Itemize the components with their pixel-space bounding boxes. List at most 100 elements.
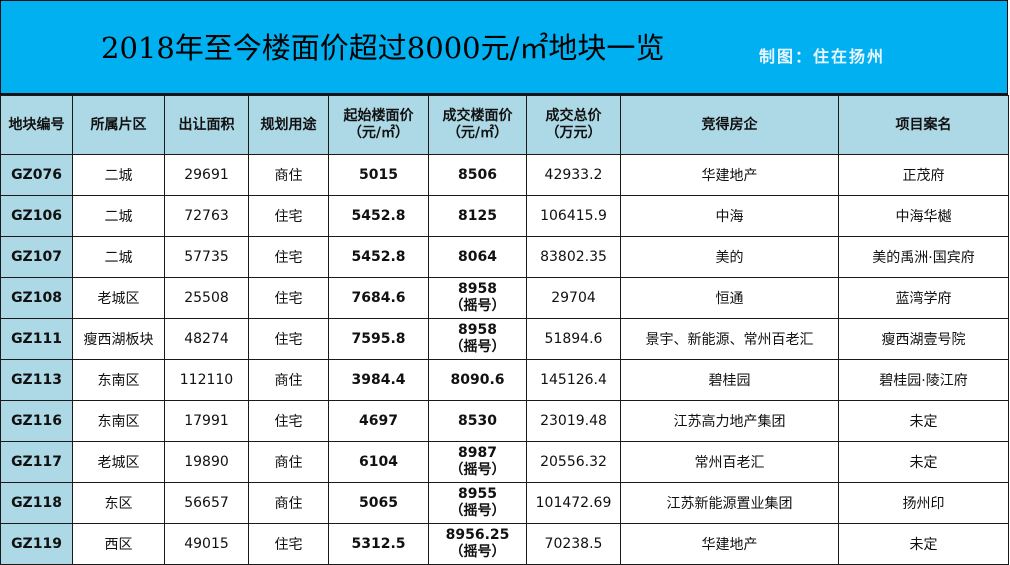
col-header-total-price: 成交总价 （万元）: [526, 95, 621, 155]
cell-deal-price: 8506: [428, 154, 527, 196]
cell-total-price: 145126.4: [526, 359, 621, 401]
lottery-note: （摇号）: [449, 298, 506, 314]
lottery-note: （摇号）: [449, 544, 506, 560]
table-row: GZ107 二城 57735 住宅 5452.8 8064 83802.35 美的 美的禹洲·国…: [0, 236, 1009, 278]
cell-use: 住宅: [248, 195, 329, 237]
cell-developer: 常州百老汇: [620, 441, 839, 483]
cell-area: 57735: [164, 236, 249, 278]
cell-district: 二城: [72, 236, 165, 278]
cell-area: 56657: [164, 482, 249, 524]
cell-project: 未定: [838, 400, 1009, 442]
cell-total-price: 20556.32: [526, 441, 621, 483]
cell-district: 老城区: [72, 441, 165, 483]
cell-deal-price: 8955 （摇号）: [428, 482, 527, 524]
cell-project: 未定: [838, 523, 1009, 565]
cell-project: 碧桂园·陵江府: [838, 359, 1009, 401]
table-row: GZ116 东南区 17991 住宅 4697 8530 23019.48 江苏高力地产集团未…: [0, 400, 1009, 442]
cell-district: 瘦西湖板块: [72, 318, 165, 360]
cell-use: 住宅: [248, 523, 329, 565]
cell-developer: 华建地产: [620, 154, 839, 196]
cell-deal-price: 8987 （摇号）: [428, 441, 527, 483]
table-row: GZ111 瘦西湖板块 48274 住宅 7595.8 8958 （摇号） 51894.6 景宇…: [0, 318, 1009, 360]
table-row: GZ118 东区 56657 商住 5065 8955 （摇号） 101472.69 江苏新能源…: [0, 482, 1009, 524]
cell-area: 48274: [164, 318, 249, 360]
cell-area: 112110: [164, 359, 249, 401]
cell-use: 商住: [248, 154, 329, 196]
cell-use: 住宅: [248, 318, 329, 360]
cell-developer: 中海: [620, 195, 839, 237]
cell-parcel-id: GZ117: [0, 441, 73, 483]
cell-start-price: 5312.5: [328, 523, 429, 565]
col-header-developer: 竞得房企: [620, 95, 839, 155]
cell-deal-price: 8125: [428, 195, 527, 237]
col-header-project: 项目案名: [838, 95, 1009, 155]
col-header-deal-price: 成交楼面价 （元/㎡）: [428, 95, 527, 155]
table-row: GZ119 西区 49015 住宅 5312.5 8956.25 （摇号） 70238.5 华建…: [0, 523, 1009, 565]
cell-district: 二城: [72, 195, 165, 237]
cell-developer: 景宇、新能源、常州百老汇: [620, 318, 839, 360]
table-row: GZ076 二城 29691 商住 5015 8506 42933.2 华建地产 正茂府: [0, 154, 1009, 196]
col-header-start-price: 起始楼面价 （元/㎡）: [328, 95, 429, 155]
cell-area: 17991: [164, 400, 249, 442]
cell-project: 瘦西湖壹号院: [838, 318, 1009, 360]
cell-parcel-id: GZ113: [0, 359, 73, 401]
cell-district: 二城: [72, 154, 165, 196]
cell-project: 扬州印: [838, 482, 1009, 524]
table-row: GZ117 老城区 19890 商住 6104 8987 （摇号） 20556.32 常州百老汇…: [0, 441, 1009, 483]
cell-total-price: 83802.35: [526, 236, 621, 278]
cell-start-price: 4697: [328, 400, 429, 442]
cell-developer: 美的: [620, 236, 839, 278]
cell-area: 72763: [164, 195, 249, 237]
cell-start-price: 5452.8: [328, 195, 429, 237]
cell-deal-price: 8958 （摇号）: [428, 277, 527, 319]
credit-label: 制图：住在扬州: [759, 47, 886, 66]
cell-parcel-id: GZ108: [0, 277, 73, 319]
cell-developer: 华建地产: [620, 523, 839, 565]
cell-use: 住宅: [248, 277, 329, 319]
cell-parcel-id: GZ106: [0, 195, 73, 237]
cell-project: 未定: [838, 441, 1009, 483]
cell-deal-price: 8090.6: [428, 359, 527, 401]
cell-area: 29691: [164, 154, 249, 196]
cell-developer: 碧桂园: [620, 359, 839, 401]
cell-developer: 恒通: [620, 277, 839, 319]
col-header-district: 所属片区: [72, 95, 165, 155]
cell-parcel-id: GZ076: [0, 154, 73, 196]
cell-total-price: 23019.48: [526, 400, 621, 442]
cell-deal-price: 8958 （摇号）: [428, 318, 527, 360]
cell-area: 25508: [164, 277, 249, 319]
cell-use: 住宅: [248, 400, 329, 442]
cell-developer: 江苏高力地产集团: [620, 400, 839, 442]
cell-start-price: 6104: [328, 441, 429, 483]
cell-deal-price: 8956.25 （摇号）: [428, 523, 527, 565]
cell-project: 蓝湾学府: [838, 277, 1009, 319]
cell-use: 商住: [248, 441, 329, 483]
cell-parcel-id: GZ107: [0, 236, 73, 278]
cell-use: 住宅: [248, 236, 329, 278]
table-row: GZ106 二城 72763 住宅 5452.8 8125 106415.9 中海 中海华樾: [0, 195, 1009, 237]
cell-district: 东南区: [72, 400, 165, 442]
header-row: 地块编号 所属片区 出让面积 规划用途 起始楼面价 （元/㎡） 成交楼面价 （元/㎡…: [0, 95, 1009, 155]
cell-parcel-id: GZ118: [0, 482, 73, 524]
cell-start-price: 5065: [328, 482, 429, 524]
cell-total-price: 70238.5: [526, 523, 621, 565]
lottery-note: （摇号）: [449, 503, 506, 519]
cell-total-price: 106415.9: [526, 195, 621, 237]
cell-use: 商住: [248, 359, 329, 401]
cell-parcel-id: GZ111: [0, 318, 73, 360]
cell-total-price: 42933.2: [526, 154, 621, 196]
title-banner: 2018年至今楼面价超过8000元/㎡地块一览 制图：住在扬州: [0, 0, 1008, 95]
cell-start-price: 3984.4: [328, 359, 429, 401]
cell-total-price: 51894.6: [526, 318, 621, 360]
table-row: GZ108 老城区 25508 住宅 7684.6 8958 （摇号） 29704 恒通 蓝湾学府: [0, 277, 1009, 319]
cell-use: 商住: [248, 482, 329, 524]
cell-total-price: 101472.69: [526, 482, 621, 524]
cell-project: 美的禹洲·国宾府: [838, 236, 1009, 278]
cell-district: 西区: [72, 523, 165, 565]
cell-district: 东区: [72, 482, 165, 524]
lottery-note: （摇号）: [449, 339, 506, 355]
cell-district: 老城区: [72, 277, 165, 319]
lottery-note: （摇号）: [449, 462, 506, 478]
col-header-use: 规划用途: [248, 95, 329, 155]
cell-parcel-id: GZ119: [0, 523, 73, 565]
